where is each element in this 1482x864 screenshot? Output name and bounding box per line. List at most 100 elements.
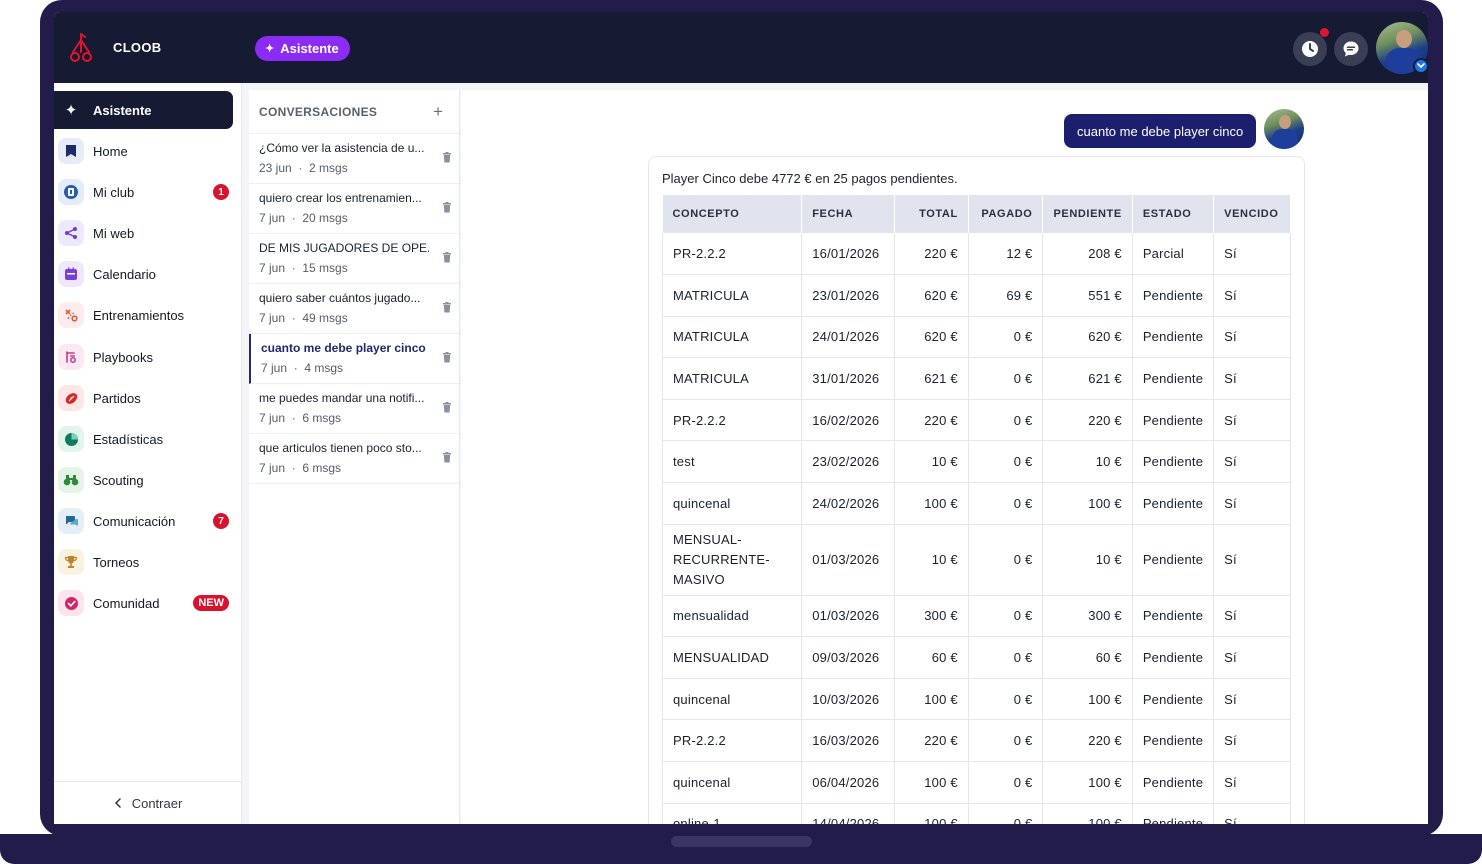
cell-fecha: 16/02/2026 — [801, 399, 895, 442]
sidebar-nav: ✦ Asistente Home Mi club 1 Mi web — [54, 83, 242, 824]
cell-pagado: 0 € — [968, 636, 1044, 679]
table-row: MENSUAL-RECURRENTE-MASIVO 01/03/2026 10 €0… — [661, 524, 1291, 596]
cell-fecha: 23/02/2026 — [801, 440, 895, 484]
trash-icon[interactable] — [442, 402, 452, 413]
column-header-concepto: CONCEPTO — [662, 195, 803, 233]
conversation-item[interactable]: quiero saber cuántos jugado... 7 jun · 4… — [249, 284, 459, 334]
conversation-item[interactable]: DE MIS JUGADORES DE OPE... 7 jun · 15 ms… — [249, 234, 459, 284]
trash-icon[interactable] — [442, 152, 452, 163]
cell-estado: Pendiente — [1132, 524, 1215, 596]
sidebar-item-comunicacion[interactable]: Comunicación 7 — [54, 502, 233, 540]
unread-count-badge: 7 — [213, 513, 229, 529]
table-row: MATRICULA 31/01/2026 621 €0 €621 € Pendient… — [661, 357, 1291, 400]
sidebar-item-comunidad[interactable]: Comunidad NEW — [54, 584, 233, 622]
table-row: MENSUALIDAD 09/03/2026 60 €0 €60 € Pendient… — [661, 636, 1291, 679]
assistant-pill-button[interactable]: ✦ Asistente — [255, 36, 350, 61]
sidebar-item-label: Partidos — [93, 390, 141, 406]
sidebar-item-mi-web[interactable]: Mi web — [54, 214, 233, 252]
user-avatar[interactable] — [1376, 22, 1428, 74]
cell-vencido: Sí — [1213, 595, 1291, 638]
cell-vencido: Sí — [1213, 357, 1291, 400]
messages-button[interactable] — [1334, 32, 1368, 66]
conversation-meta: 7 jun · 49 msgs — [259, 311, 348, 325]
plus-icon[interactable]: + — [433, 101, 443, 121]
trophy-icon — [58, 549, 84, 575]
trash-icon[interactable] — [442, 452, 452, 463]
sidebar-item-calendario[interactable]: Calendario — [54, 255, 233, 293]
assistant-answer-card: Player Cinco debe 4772 € en 25 pagos pen… — [648, 156, 1305, 824]
conversation-question: DE MIS JUGADORES DE OPE... — [259, 241, 429, 255]
conversation-item[interactable]: que articulos tienen poco sto... 7 jun ·… — [249, 434, 459, 484]
chevron-down-icon[interactable] — [1413, 58, 1428, 74]
cell-fecha: 09/03/2026 — [801, 636, 895, 679]
cell-total: 10 € — [894, 440, 969, 484]
collapse-sidebar-button[interactable]: Contraer — [54, 781, 242, 824]
cell-pendiente: 551 € — [1042, 274, 1133, 317]
conversation-date: 7 jun — [259, 461, 286, 475]
trash-icon[interactable] — [442, 352, 452, 363]
cell-estado: Pendiente — [1132, 316, 1215, 359]
cell-fecha: 23/01/2026 — [801, 274, 895, 317]
sidebar-item-playbooks[interactable]: Playbooks — [54, 338, 233, 376]
jersey-icon — [58, 179, 84, 205]
sidebar-item-torneos[interactable]: Torneos — [54, 543, 233, 581]
column-header-pagado: PAGADO — [968, 195, 1044, 233]
cell-estado: Pendiente — [1132, 719, 1215, 763]
trash-icon[interactable] — [442, 252, 452, 263]
cell-pendiente: 10 € — [1042, 440, 1133, 484]
sidebar-item-entrenamientos[interactable]: Entrenamientos — [54, 296, 233, 334]
conversation-item[interactable]: me puedes mandar una notifi... 7 jun · 6… — [249, 384, 459, 434]
conversation-item[interactable]: quiero crear los entrenamien... 7 jun · … — [249, 184, 459, 234]
payments-table-body: PR-2.2.2 16/01/2026 220 €12 €208 € Parcial S… — [661, 233, 1291, 824]
payments-table: CONCEPTO FECHA TOTAL PAGADO PENDIENTE ES… — [661, 195, 1291, 824]
cell-pagado: 0 € — [968, 803, 1044, 824]
conversation-date: 7 jun — [259, 311, 286, 325]
ball-icon — [58, 385, 84, 411]
table-row: PR-2.2.2 16/03/2026 220 €0 €220 € Pendiente… — [661, 719, 1291, 763]
table-row: test 23/02/2026 10 €0 €10 € Pendiente Sí — [661, 440, 1291, 484]
conversation-question: que articulos tienen poco sto... — [259, 441, 422, 455]
history-button[interactable] — [1293, 32, 1327, 66]
cell-pagado: 0 € — [968, 719, 1044, 763]
sidebar-item-label: Comunicación — [93, 513, 176, 529]
sidebar-item-asistente[interactable]: ✦ Asistente — [54, 91, 233, 129]
bookmark-icon — [58, 138, 84, 164]
cell-total: 100 € — [894, 482, 969, 525]
cell-pagado: 0 € — [968, 357, 1044, 400]
table-row: MATRICULA 24/01/2026 620 €0 €620 € Pendient… — [661, 316, 1291, 359]
cell-pagado: 0 € — [968, 678, 1044, 721]
sidebar-item-mi-club[interactable]: Mi club 1 — [54, 173, 233, 211]
chat-area: cuanto me debe player cinco Player Cinco… — [461, 90, 1428, 824]
cell-pagado: 69 € — [968, 274, 1044, 317]
table-row: quincenal 06/04/2026 100 €0 €100 € Pendient… — [661, 761, 1291, 804]
conversation-item-selected[interactable]: cuanto me debe player cinco 7 jun · 4 ms… — [249, 334, 459, 384]
sidebar-item-partidos[interactable]: Partidos — [54, 379, 233, 417]
cell-estado: Pendiente — [1132, 399, 1215, 442]
cell-concepto: MATRICULA — [661, 357, 803, 400]
conversation-item[interactable]: ¿Cómo ver la asistencia de u... 23 jun ·… — [249, 134, 459, 184]
cell-pendiente: 620 € — [1042, 316, 1133, 359]
cell-pendiente: 300 € — [1042, 595, 1133, 638]
sidebar-item-label: Mi club — [93, 184, 135, 200]
cell-vencido: Sí — [1213, 399, 1291, 442]
cloob-logo-icon[interactable] — [68, 32, 94, 64]
conversation-meta: 7 jun · 6 msgs — [259, 411, 342, 425]
device-base — [0, 834, 1482, 864]
conversation-msg-count: 6 msgs — [302, 411, 342, 425]
cell-pagado: 12 € — [968, 233, 1044, 276]
trash-icon[interactable] — [442, 302, 452, 313]
sidebar-item-home[interactable]: Home — [54, 132, 233, 170]
app-screen: CLOOB ✦ Asistente ✦ Asistente Home — [54, 12, 1428, 824]
sidebar-item-scouting[interactable]: Scouting — [54, 461, 233, 499]
cell-pendiente: 100 € — [1042, 482, 1133, 525]
sidebar-item-estadisticas[interactable]: Estadísticas — [54, 420, 233, 458]
table-row: mensualidad 01/03/2026 300 €0 €300 € Pendie… — [661, 595, 1291, 638]
column-header-pendiente: PENDIENTE — [1042, 195, 1133, 233]
cell-concepto: PR-2.2.2 — [661, 719, 803, 763]
table-row: quincenal 10/03/2026 100 €0 €100 € Pendient… — [661, 678, 1291, 721]
cell-fecha: 01/03/2026 — [801, 524, 895, 596]
cell-pagado: 0 € — [968, 399, 1044, 442]
trash-icon[interactable] — [442, 202, 452, 213]
cell-fecha: 14/04/2026 — [801, 803, 895, 824]
cell-concepto: online-1 — [661, 803, 803, 824]
